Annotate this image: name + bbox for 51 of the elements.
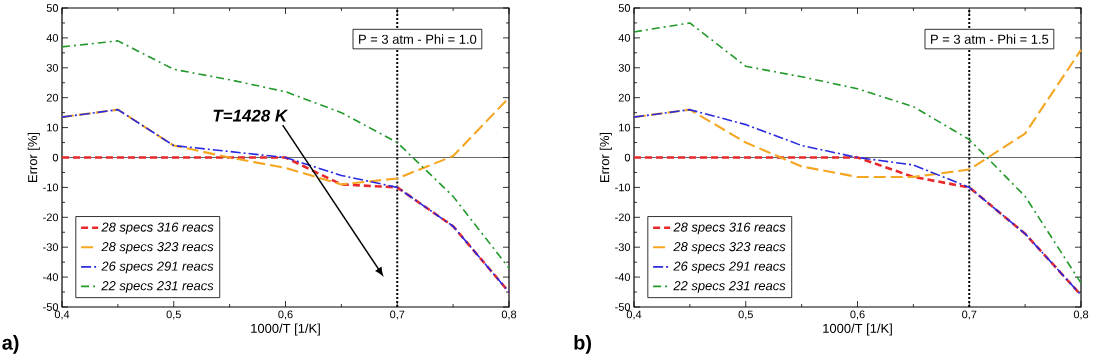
x-tick-label: 0,7 [962, 310, 977, 320]
y-tick-label: 50 [46, 4, 59, 12]
y-tick-label: 30 [46, 63, 59, 72]
y-tick-label: 50 [618, 4, 631, 12]
y-axis-title: Error [%] [599, 132, 612, 182]
y-tick-label: 30 [618, 63, 631, 72]
text: b) [574, 335, 592, 354]
x-axis-title: 1000/T [1/K] [823, 323, 892, 336]
x-tick-label: 0,8 [501, 310, 517, 320]
x-tick-label: 0,5 [738, 310, 753, 320]
text: a) [2, 335, 19, 354]
x-axis-title: 1000/T [1/K] [251, 323, 320, 336]
legend-label: 28 specs 323 reacs [673, 242, 786, 254]
y-tick-label: -40 [615, 273, 631, 281]
y-tick-label: 20 [46, 93, 59, 102]
y-tick-label: -20 [615, 213, 631, 222]
y-tick-label: -10 [615, 183, 631, 192]
y-tick-label: 10 [47, 123, 59, 132]
x-tick-label: 0,5 [166, 310, 181, 320]
y-tick-label: 40 [618, 34, 631, 42]
x-tick-label: 0,6 [278, 310, 293, 320]
line-series [61, 108, 510, 293]
y-tick-label: -30 [43, 243, 59, 252]
y-tick-label: 0 [624, 153, 631, 162]
x-tick-label: 0,7 [390, 310, 405, 320]
y-tick-label: -10 [43, 183, 59, 192]
annotation: P = 3 atm - Phi = 1.5 [931, 34, 1049, 44]
y-axis-title: Error [%] [27, 132, 40, 182]
y-tick-label: -50 [43, 303, 59, 311]
y-tick-label: 40 [46, 34, 59, 42]
legend-label: 22 specs 231 reacs [101, 281, 214, 293]
legend-label: 28 specs 323 reacs [101, 242, 214, 254]
legend-label: 28 specs 316 reacs [673, 222, 786, 235]
y-tick-label: -50 [615, 303, 631, 311]
legend-label: 22 specs 231 reacs [673, 281, 786, 293]
y-tick-label: 20 [618, 93, 631, 102]
y-tick-label: 10 [619, 123, 631, 132]
y-tick-label: -20 [43, 213, 59, 222]
y-tick-label: -40 [43, 273, 59, 281]
annotation: P = 3 atm - Phi = 1.0 [359, 34, 477, 44]
legend-label: 26 specs 291 reacs [101, 261, 214, 274]
legend-label: 28 specs 316 reacs [101, 222, 214, 235]
x-tick-label: 0,8 [1073, 310, 1089, 320]
x-tick-label: 0,4 [54, 310, 70, 320]
line-series [633, 108, 1082, 296]
y-tick-label: -30 [615, 243, 631, 252]
y-tick-label: 0 [52, 153, 59, 162]
annotation: T=1428 K [213, 109, 289, 122]
x-tick-label: 0,6 [850, 310, 865, 320]
x-tick-label: 0,4 [626, 310, 642, 320]
legend-label: 26 specs 291 reacs [673, 261, 786, 274]
